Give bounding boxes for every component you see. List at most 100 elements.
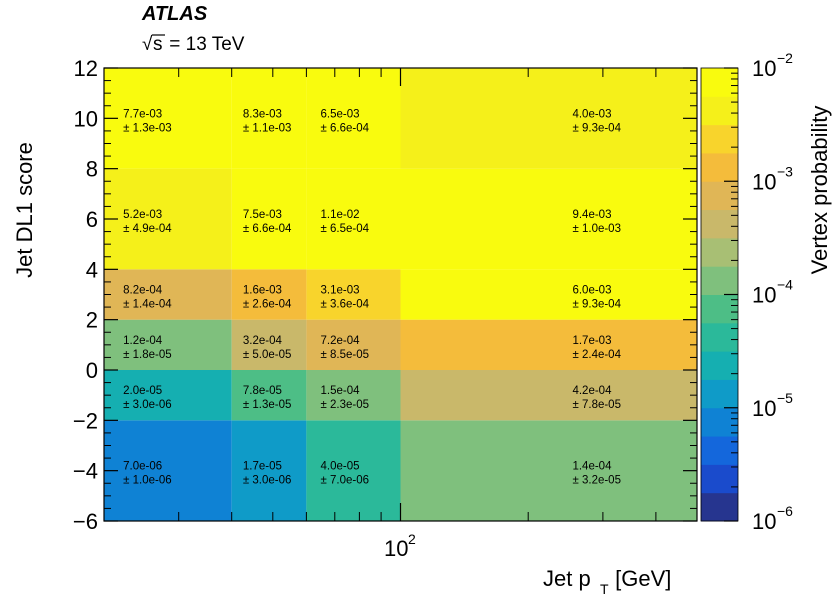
cell-error-label: ± 4.9e-04 xyxy=(123,223,172,235)
colorbar-band xyxy=(701,436,738,465)
colorbar-band xyxy=(701,237,738,267)
heatmap-cell xyxy=(306,370,401,421)
cell-error-label: ± 6.6e-04 xyxy=(321,122,370,134)
heatmap-cell xyxy=(104,370,232,421)
cell-value-label: 1.5e-04 xyxy=(321,385,361,397)
heatmap-cell xyxy=(400,68,697,169)
cell-error-label: ± 1.0e-06 xyxy=(123,475,172,487)
heatmap-cell xyxy=(400,168,697,270)
heatmap-cell xyxy=(104,168,232,270)
y-tick-label: 4 xyxy=(86,257,98,282)
cell-value-label: 6.0e-03 xyxy=(572,285,611,297)
chart-title: ATLAS xyxy=(141,3,208,25)
cell-value-label: 7.7e-03 xyxy=(123,108,162,120)
cell-error-label: ± 3.0e-06 xyxy=(123,399,172,411)
x-axis-label-main: Jet p xyxy=(543,566,591,591)
z-tick-base: 10 xyxy=(752,396,776,421)
x-tick-exp: 2 xyxy=(408,531,416,547)
x-axis-label-unit: [GeV] xyxy=(609,566,671,591)
z-tick-base: 10 xyxy=(752,283,776,308)
heatmap-cell xyxy=(306,68,401,169)
cell-value-label: 3.2e-04 xyxy=(243,335,283,347)
subtitle-root: s xyxy=(153,34,163,55)
cell-value-label: 1.6e-03 xyxy=(243,285,282,297)
cell-error-label: ± 6.5e-04 xyxy=(321,223,370,235)
cell-error-label: ± 1.0e-03 xyxy=(572,223,621,235)
subtitle-text: = 13 TeV xyxy=(164,34,245,55)
y-tick-label: 8 xyxy=(86,157,98,182)
z-tick-base: 10 xyxy=(752,169,776,194)
y-tick-label: 6 xyxy=(86,207,98,232)
heatmap-cell xyxy=(306,319,401,370)
y-tick-label: −6 xyxy=(73,509,98,534)
cell-error-label: ± 8.5e-05 xyxy=(321,349,370,361)
cell-value-label: 1.4e-04 xyxy=(572,461,612,473)
z-tick-label: 10 −5 xyxy=(752,390,793,421)
x-tick-base: 10 xyxy=(384,536,408,561)
cell-error-label: ± 1.3e-03 xyxy=(123,122,172,134)
z-tick-exp: −3 xyxy=(777,163,793,179)
cell-value-label: 4.0e-03 xyxy=(572,108,611,120)
heatmap-cell xyxy=(104,319,232,370)
colorbar-band xyxy=(701,68,738,97)
heatmap-cell xyxy=(306,269,401,320)
cell-value-label: 5.2e-03 xyxy=(123,209,162,221)
cell-value-label: 1.7e-05 xyxy=(243,461,282,473)
z-tick-exp: −5 xyxy=(777,390,793,406)
heatmap-cell xyxy=(231,269,307,320)
cell-error-label: ± 3.2e-05 xyxy=(572,475,621,487)
z-tick-label: 10 −2 xyxy=(752,50,793,81)
cell-value-label: 7.8e-05 xyxy=(243,385,282,397)
y-tick-label: −4 xyxy=(73,459,98,484)
heatmap-cell xyxy=(104,269,232,320)
cell-value-label: 8.3e-03 xyxy=(243,108,282,120)
cell-value-label: 3.1e-03 xyxy=(321,285,360,297)
cell-value-label: 1.7e-03 xyxy=(572,335,611,347)
cell-error-label: ± 5.0e-05 xyxy=(243,349,292,361)
colorbar-band xyxy=(701,322,738,352)
x-tick-label: 10 2 xyxy=(384,531,416,561)
colorbar-band xyxy=(701,152,738,182)
cell-error-label: ± 2.6e-04 xyxy=(243,299,292,311)
cell-error-label: ± 1.4e-04 xyxy=(123,299,172,311)
z-tick-label: 10 −3 xyxy=(752,163,793,194)
x-axis-label: Jet p T [GeV] xyxy=(543,566,671,597)
y-tick-label: 2 xyxy=(86,308,98,333)
heatmap-cell xyxy=(231,370,307,421)
subtitle-sqrt-sign: √ xyxy=(142,34,153,55)
colorbar-band xyxy=(701,351,738,380)
heatmap-cell xyxy=(306,168,401,270)
heatmap-cell xyxy=(231,68,307,169)
heatmap-cell xyxy=(104,420,232,521)
cell-value-label: 7.0e-06 xyxy=(123,461,162,473)
cell-value-label: 1.1e-02 xyxy=(321,209,360,221)
colorbar-band xyxy=(701,209,738,239)
colorbar-band xyxy=(701,294,738,324)
cell-error-label: ± 9.3e-04 xyxy=(572,299,621,311)
cell-value-label: 2.0e-05 xyxy=(123,385,162,397)
z-tick-base: 10 xyxy=(752,56,776,81)
heatmap-cell xyxy=(104,68,232,169)
z-tick-base: 10 xyxy=(752,509,776,534)
cell-error-label: ± 9.3e-04 xyxy=(572,122,621,134)
y-tick-label: 0 xyxy=(86,358,98,383)
heatmap-cell xyxy=(400,319,697,370)
z-tick-label: 10 −4 xyxy=(752,277,793,308)
cell-value-label: 9.4e-03 xyxy=(572,209,611,221)
heatmap-cell xyxy=(306,420,401,521)
cell-error-label: ± 1.8e-05 xyxy=(123,349,172,361)
cell-error-label: ± 7.0e-06 xyxy=(321,475,370,487)
cell-error-label: ± 3.6e-04 xyxy=(321,299,370,311)
y-tick-label: −2 xyxy=(73,408,98,433)
cell-value-label: 1.2e-04 xyxy=(123,335,163,347)
cell-error-label: ± 7.8e-05 xyxy=(572,399,621,411)
cell-value-label: 4.2e-04 xyxy=(572,385,612,397)
x-axis-label-sub: T xyxy=(600,581,609,597)
z-tick-exp: −2 xyxy=(777,50,793,66)
colorbar-band xyxy=(701,266,738,295)
cell-error-label: ± 3.0e-06 xyxy=(243,475,292,487)
heatmap-cell xyxy=(231,168,307,270)
heatmap-cell xyxy=(400,370,697,421)
cell-value-label: 8.2e-04 xyxy=(123,285,163,297)
